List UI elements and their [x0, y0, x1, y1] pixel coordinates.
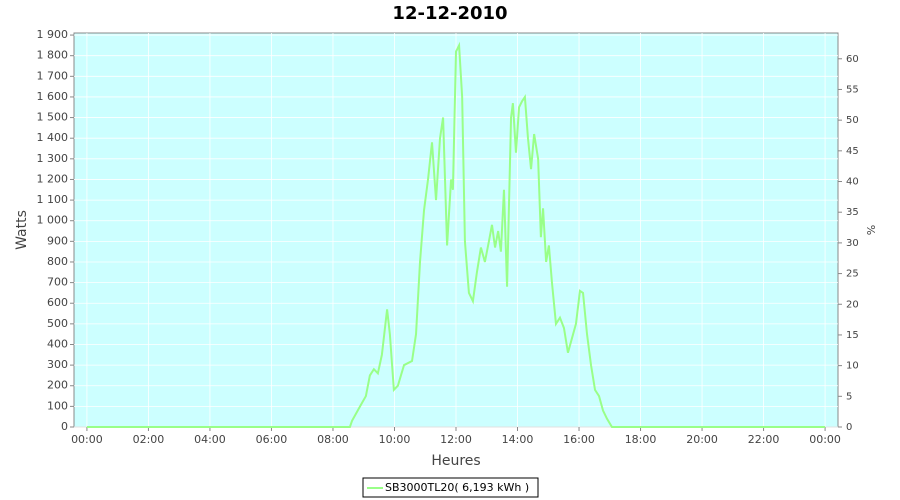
y-tick-label: 300: [47, 358, 68, 371]
y-tick-label: 200: [47, 379, 68, 392]
y-tick-label: 1 800: [37, 49, 69, 62]
series-line: [86, 41, 826, 428]
x-tick-label: 04:00: [194, 433, 226, 446]
legend: SB3000TL20( 6,193 kWh ): [362, 477, 539, 498]
y2-tick-label: 55: [846, 84, 859, 95]
y2-tick-label: 50: [846, 115, 859, 126]
x-tick-label: 10:00: [379, 433, 411, 446]
y-axis-label: Watts: [14, 210, 30, 250]
y2-tick-label: 30: [846, 238, 859, 249]
y2-tick-label: 15: [846, 330, 859, 341]
y2-tick-label: 10: [846, 361, 859, 372]
y2-tick-label: 40: [846, 177, 859, 188]
y-tick-label: 900: [47, 234, 68, 247]
y-tick-label: 1 900: [37, 28, 69, 41]
y-tick-label: 700: [47, 276, 68, 289]
y-tick-label: 1 400: [37, 131, 69, 144]
y-tick-label: 1 700: [37, 69, 69, 82]
x-tick-label: 12:00: [440, 433, 472, 446]
y-tick-label: 1 600: [37, 90, 69, 103]
x-tick-label: 16:00: [563, 433, 595, 446]
y-tick-label: 400: [47, 337, 68, 350]
x-tick-label: 00:00: [71, 433, 103, 446]
y2-tick-label: 0: [846, 422, 852, 433]
y-tick-label: 800: [47, 255, 68, 268]
x-tick-label: 06:00: [256, 433, 288, 446]
y2-tick-label: 60: [846, 54, 859, 65]
y-tick-label: 600: [47, 296, 68, 309]
legend-box: [362, 477, 539, 498]
y2-axis-label: %: [865, 225, 878, 235]
legend-label: SB3000TL20( 6,193 kWh ): [385, 481, 529, 494]
y-tick-label: 1 100: [37, 193, 69, 206]
y-tick-label: 1 000: [37, 214, 69, 227]
y2-tick-label: 45: [846, 146, 859, 157]
x-tick-label: 22:00: [748, 433, 780, 446]
y-tick-label: 500: [47, 317, 68, 330]
y2-tick-label: 5: [846, 391, 852, 402]
y-tick-label: 1 200: [37, 172, 69, 185]
y-tick-label: 100: [47, 399, 68, 412]
x-axis-label: Heures: [431, 453, 480, 469]
x-tick-label: 00:00: [809, 433, 841, 446]
x-tick-label: 20:00: [686, 433, 718, 446]
x-tick-label: 08:00: [317, 433, 349, 446]
y2-tick-label: 20: [846, 299, 859, 310]
y-tick-label: 0: [61, 420, 68, 433]
y2-tick-label: 25: [846, 269, 859, 280]
y-tick-label: 1 500: [37, 111, 69, 124]
y-tick-label: 1 300: [37, 152, 69, 165]
chart-title: 12-12-2010: [392, 3, 507, 24]
x-tick-label: 14:00: [502, 433, 534, 446]
y2-tick-label: 35: [846, 207, 859, 218]
x-tick-label: 02:00: [133, 433, 165, 446]
x-tick-label: 18:00: [625, 433, 657, 446]
